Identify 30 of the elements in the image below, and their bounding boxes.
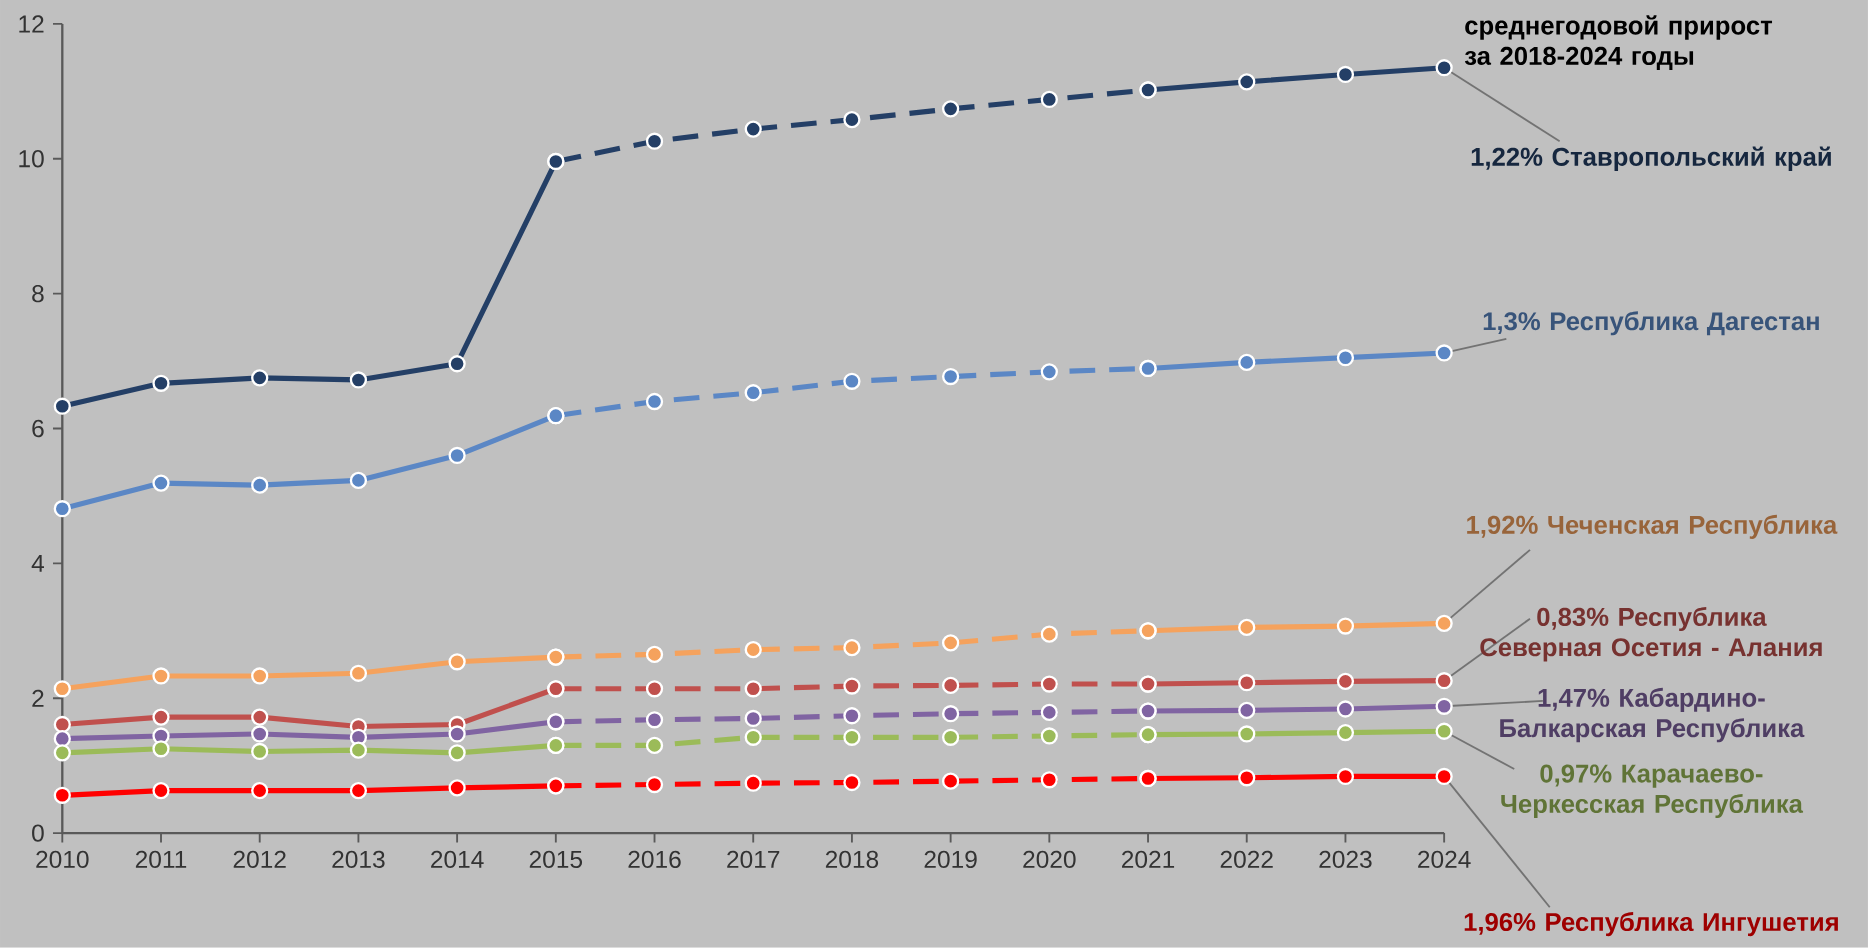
series-label: 1,3% Республика Дагестан [1483, 311, 1819, 336]
x-tick-label: 2019 [924, 850, 977, 869]
x-tick-label: 2010 [36, 850, 89, 869]
y-tick-label: 0 [32, 824, 44, 842]
series-label: 1,47% Кабардино-Балкарская Республика [1500, 687, 1805, 743]
x-tick-label: 2015 [529, 850, 583, 869]
x-tick-label: 2024 [1418, 850, 1471, 869]
x-tick-label: 2016 [628, 850, 681, 869]
x-tick-label: 2020 [1023, 850, 1076, 869]
y-tick-label: 12 [19, 15, 44, 33]
x-tick-label: 2017 [727, 850, 780, 869]
x-tick-label: 2023 [1319, 850, 1372, 869]
text: 1,96% Республика Ингушетия [1464, 912, 1838, 937]
text: 0,97% Карачаево-Черкесская Республика [1501, 764, 1804, 819]
legend-title: среднегодовой прирост за 2018-2024 годы [1464, 15, 1773, 71]
y-tick-label: 4 [31, 555, 44, 572]
y-tick-label: 6 [32, 419, 44, 438]
x-tick-label: 2012 [233, 850, 286, 869]
y-tick-label: 8 [32, 285, 44, 303]
y-tick-label: 2 [32, 689, 44, 707]
x-tick-label: 2014 [431, 850, 484, 869]
x-tick-label: 2013 [332, 850, 385, 869]
text: 1,92% Чеченская Республика [1467, 515, 1838, 540]
x-tick-label: 2022 [1220, 850, 1273, 869]
y-tick-label: 10 [19, 150, 44, 168]
x-tick-label: 2011 [135, 850, 187, 869]
x-tick-label: 2018 [825, 850, 879, 869]
x-tick-label: 2021 [1122, 850, 1175, 869]
text: 1,22% Ставропольский край [1471, 146, 1831, 172]
series-label: 0,83% Республика Северная Осетия - Алания [1480, 607, 1822, 662]
